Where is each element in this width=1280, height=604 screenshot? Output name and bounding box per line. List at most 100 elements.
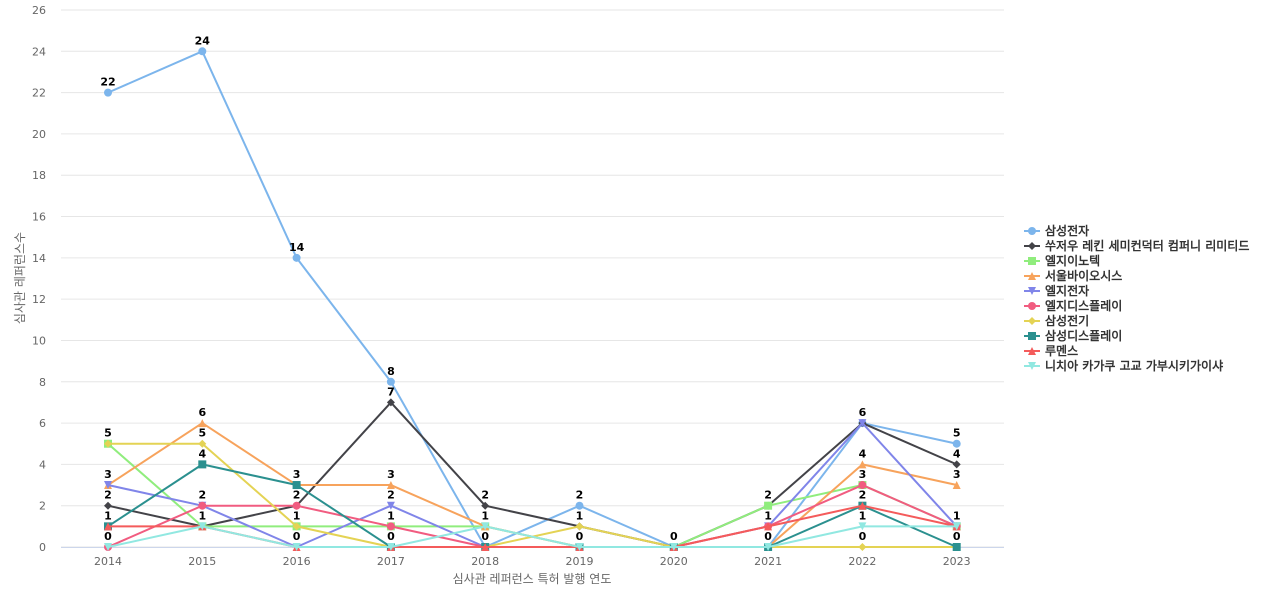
- y-axis-title: 심사관 레퍼런스수: [13, 232, 27, 324]
- y-tick-label: 10: [32, 334, 46, 347]
- series-line: [107, 50, 958, 548]
- data-point: [292, 543, 301, 551]
- x-tick-label: 2021: [754, 555, 782, 568]
- x-tick-label: 2020: [660, 555, 688, 568]
- data-label: 3: [387, 468, 395, 481]
- data-point: [104, 522, 112, 531]
- y-tick-label: 18: [32, 169, 46, 182]
- x-tick-label: 2015: [188, 555, 216, 568]
- legend-symbol: [1028, 347, 1036, 355]
- data-point: [858, 501, 867, 510]
- legend-symbol: [1028, 287, 1036, 295]
- data-label: 2: [859, 489, 867, 502]
- data-point: [198, 47, 207, 56]
- data-label: 6: [859, 406, 867, 419]
- data-point: [858, 419, 867, 428]
- data-point: [952, 481, 961, 490]
- legend-symbol: [1028, 242, 1036, 250]
- data-point: [386, 522, 395, 531]
- legend-item: 쑤저우 레킨 세미컨덕터 컴퍼니 리미티드: [1024, 238, 1249, 253]
- series: [104, 419, 961, 551]
- legend-item: 루멘스: [1024, 343, 1078, 358]
- data-point: [952, 460, 961, 469]
- data-point: [764, 501, 773, 510]
- data-label: 3: [953, 468, 961, 481]
- data-point: [575, 522, 584, 531]
- series: [104, 398, 961, 551]
- data-point: [104, 88, 112, 97]
- legend-item: 엘지디스플레이: [1024, 298, 1122, 313]
- y-tick-label: 20: [32, 128, 46, 141]
- legend-label: 삼성디스플레이: [1045, 328, 1122, 343]
- legend-item: 서울바이오시스: [1024, 268, 1122, 283]
- legend-label: 삼성전기: [1045, 313, 1089, 328]
- data-point: [386, 543, 395, 551]
- data-label: 22: [100, 76, 115, 89]
- data-point: [481, 501, 490, 510]
- data-label: 2: [293, 489, 301, 502]
- series-line: [107, 422, 958, 548]
- data-point: [481, 543, 490, 551]
- data-point: [198, 522, 207, 531]
- data-label: 3: [104, 468, 112, 481]
- legend-item: 니치아 카가쿠 고교 가부시키가이샤: [1024, 358, 1223, 373]
- data-label: 2: [576, 489, 584, 502]
- legend-symbol: [1028, 317, 1036, 325]
- x-tick-label: 2016: [283, 555, 311, 568]
- legend-symbol: [1028, 332, 1036, 340]
- legend-symbol: [1028, 227, 1036, 235]
- data-point: [292, 522, 301, 531]
- data-label: 2: [198, 489, 206, 502]
- y-tick-label: 14: [32, 252, 46, 265]
- legend-item: 삼성전기: [1024, 313, 1089, 328]
- data-label: 24: [195, 34, 211, 47]
- data-point: [104, 543, 112, 551]
- data-label: 4: [198, 447, 206, 460]
- y-tick-label: 12: [32, 293, 46, 306]
- data-point: [952, 439, 961, 448]
- data-label: 0: [104, 530, 112, 543]
- data-label: 0: [953, 530, 961, 543]
- data-point: [104, 501, 112, 510]
- data-label: 7: [387, 385, 395, 398]
- data-point: [952, 522, 961, 531]
- legend-label: 서울바이오시스: [1045, 268, 1122, 283]
- grid-lines: [61, 9, 1004, 548]
- data-label: 14: [289, 241, 305, 254]
- series-line: [107, 422, 958, 548]
- legend-label: 삼성전자: [1045, 223, 1089, 238]
- data-label: 5: [198, 427, 206, 440]
- data-label: 5: [953, 427, 961, 440]
- data-label: 2: [104, 489, 112, 502]
- legend-label: 엘지전자: [1045, 283, 1089, 298]
- data-point: [386, 377, 395, 386]
- data-label: 8: [387, 365, 395, 378]
- data-point: [198, 460, 207, 469]
- data-label: 2: [764, 489, 772, 502]
- x-axis-title: 심사관 레퍼런스 특허 발행 연도: [453, 571, 612, 586]
- data-point: [764, 543, 773, 551]
- data-point: [858, 481, 867, 490]
- data-label: 3: [293, 468, 301, 481]
- data-label: 4: [859, 447, 867, 460]
- data-point: [198, 501, 207, 510]
- series-lines: [104, 47, 961, 551]
- data-label: 1: [576, 509, 584, 522]
- data-point: [386, 481, 395, 490]
- data-label: 0: [859, 530, 867, 543]
- data-point: [198, 419, 207, 428]
- data-label: 1: [293, 509, 301, 522]
- data-point: [481, 522, 490, 531]
- data-label: 3: [859, 468, 867, 481]
- data-label: 1: [953, 509, 961, 522]
- legend-symbol: [1028, 272, 1036, 280]
- data-label: 0: [387, 530, 395, 543]
- data-point: [669, 543, 678, 551]
- y-tick-label: 8: [39, 376, 46, 389]
- legend-label: 쑤저우 레킨 세미컨덕터 컴퍼니 리미티드: [1045, 238, 1249, 253]
- data-point: [292, 253, 301, 262]
- legend-symbol: [1028, 362, 1036, 370]
